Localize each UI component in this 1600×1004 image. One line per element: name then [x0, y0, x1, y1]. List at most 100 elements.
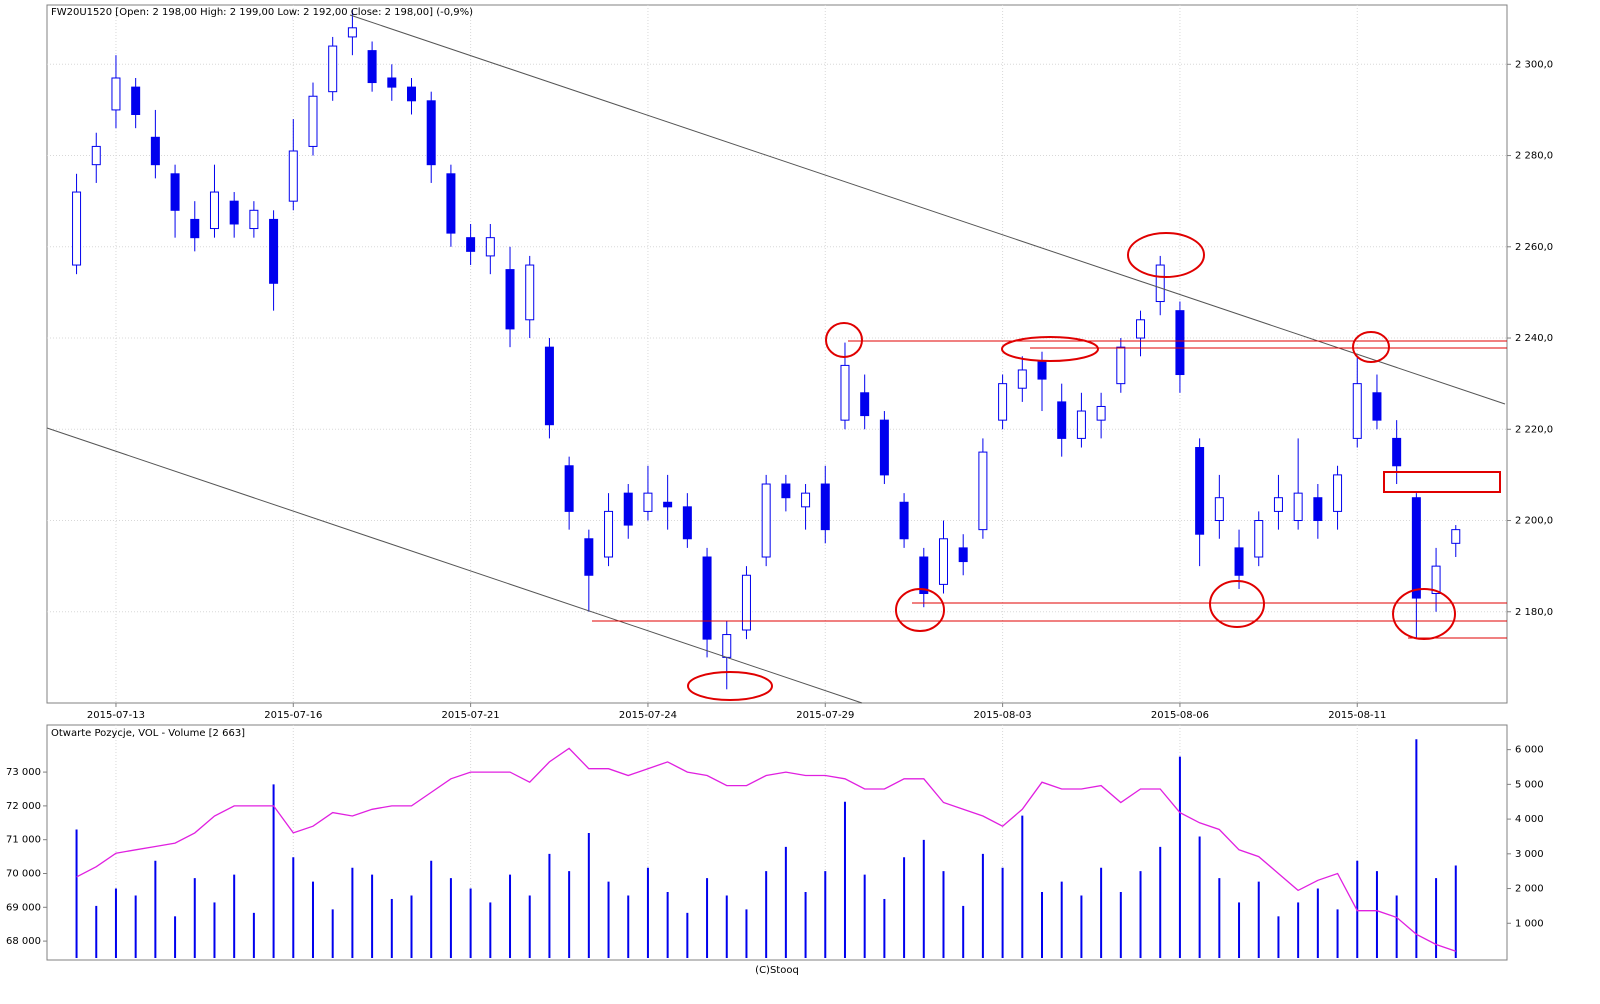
main-panel — [46, 4, 1508, 704]
candle-body — [347, 27, 357, 38]
candle-body — [1234, 547, 1244, 576]
y2-tick-label: 5 000 — [1515, 779, 1544, 790]
candle-body — [702, 556, 712, 640]
x-tick-label: 2015-07-29 — [796, 710, 854, 721]
y-tick-label: 71 000 — [6, 835, 41, 846]
panel-title: Otwarte Pozycje, VOL - Volume [2 663] — [51, 728, 245, 739]
candle-body — [387, 77, 397, 88]
candle-body — [978, 451, 988, 531]
annotations — [46, 14, 1507, 704]
candle-body — [1273, 497, 1283, 512]
candle-body — [1392, 437, 1402, 467]
highlight — [1001, 336, 1099, 362]
candle-body — [131, 86, 141, 115]
trend-line — [46, 427, 863, 704]
candle-body — [1254, 520, 1264, 558]
y-tick-label: 72 000 — [6, 801, 41, 812]
candle-body — [407, 86, 417, 102]
x-tick-label: 2015-07-24 — [619, 710, 677, 721]
price-plot: 2 180,0 2 200,0 2 220,0 2 240,0 2 260,0 2 280… — [47, 5, 1553, 721]
candle-body — [1431, 565, 1441, 595]
candle-body — [958, 547, 968, 563]
candle-body — [1313, 497, 1323, 522]
highlight-box — [1383, 471, 1501, 493]
candle-body — [288, 150, 298, 202]
candle-body — [663, 501, 673, 508]
candle-body — [466, 237, 476, 252]
candle-body — [584, 538, 594, 576]
y-tick-label: 2 280,0 — [1515, 151, 1553, 162]
candle-body — [229, 200, 239, 225]
x-tick-label: 2015-08-11 — [1328, 710, 1386, 721]
x-tick-label: 2015-08-03 — [974, 710, 1032, 721]
y2-tick-label: 1 000 — [1515, 918, 1544, 929]
y-tick-label: 73 000 — [6, 767, 41, 778]
x-tick-label: 2015-07-16 — [264, 710, 322, 721]
candle-body — [308, 95, 318, 147]
chart-title: FW20U1520 [Open: 2 198,00 High: 2 199,00… — [51, 7, 473, 18]
candle-body — [1214, 497, 1224, 522]
candle-body — [1116, 346, 1126, 385]
y-tick-label: 2 300,0 — [1515, 59, 1553, 70]
candle-body — [525, 264, 535, 321]
candle-body — [899, 501, 909, 540]
footer: (C)Stooq — [755, 965, 799, 976]
y2-tick-label: 3 000 — [1515, 849, 1544, 860]
candle-body — [150, 136, 160, 166]
candle-body — [426, 100, 436, 166]
candle-body — [801, 492, 811, 508]
candle-body — [781, 483, 791, 499]
candle-body — [643, 492, 653, 512]
y-tick-label: 2 260,0 — [1515, 242, 1553, 253]
highlight — [1209, 580, 1265, 628]
candle-body — [761, 483, 771, 558]
candle-body — [1451, 529, 1461, 544]
candle-body — [269, 218, 279, 284]
y-tick-label: 70 000 — [6, 868, 41, 879]
candle-body — [938, 538, 948, 585]
x-tick-label: 2015-08-06 — [1151, 710, 1209, 721]
candle-body — [1076, 410, 1086, 439]
x-tick-label: 2015-07-21 — [442, 710, 500, 721]
candle-body — [722, 634, 732, 658]
highlight — [1127, 232, 1205, 278]
candle-body — [1372, 392, 1382, 421]
candle-body — [564, 465, 574, 512]
candle-body — [91, 145, 101, 166]
candle-body — [1195, 447, 1205, 535]
candle-body — [1293, 492, 1303, 522]
y-tick-label: 2 240,0 — [1515, 333, 1553, 344]
highlight — [825, 322, 863, 358]
candle-body — [998, 383, 1008, 421]
candle-body — [505, 269, 515, 330]
candle-body — [72, 191, 82, 266]
candle-body — [623, 492, 633, 526]
candle-body — [111, 77, 121, 111]
y-tick-label: 2 200,0 — [1515, 516, 1553, 527]
candle-body — [741, 574, 751, 631]
candle-body — [1333, 474, 1343, 512]
y2-tick-label: 2 000 — [1515, 884, 1544, 895]
candle-body — [860, 392, 870, 417]
candle-body — [170, 173, 180, 211]
highlight — [895, 588, 945, 632]
candle-body — [485, 237, 495, 257]
volume-panel — [46, 724, 1508, 961]
open-interest-line — [76, 747, 1457, 952]
volume-plot: 68 000 69 000 70 000 71 000 72 000 73 000 1 00… — [6, 725, 1544, 960]
candle-body — [367, 50, 377, 84]
candle-body — [544, 346, 554, 426]
candle-body — [190, 218, 200, 239]
candle-body — [879, 419, 889, 476]
candle-body — [604, 510, 614, 558]
highlight — [1392, 588, 1456, 640]
candle-body — [1096, 405, 1106, 421]
candle-body — [249, 209, 259, 230]
candle-body — [1155, 264, 1165, 303]
y-tick-label: 2 220,0 — [1515, 424, 1553, 435]
highlight — [1352, 331, 1390, 363]
x-tick-label: 2015-07-13 — [87, 710, 145, 721]
candle-body — [840, 364, 850, 421]
